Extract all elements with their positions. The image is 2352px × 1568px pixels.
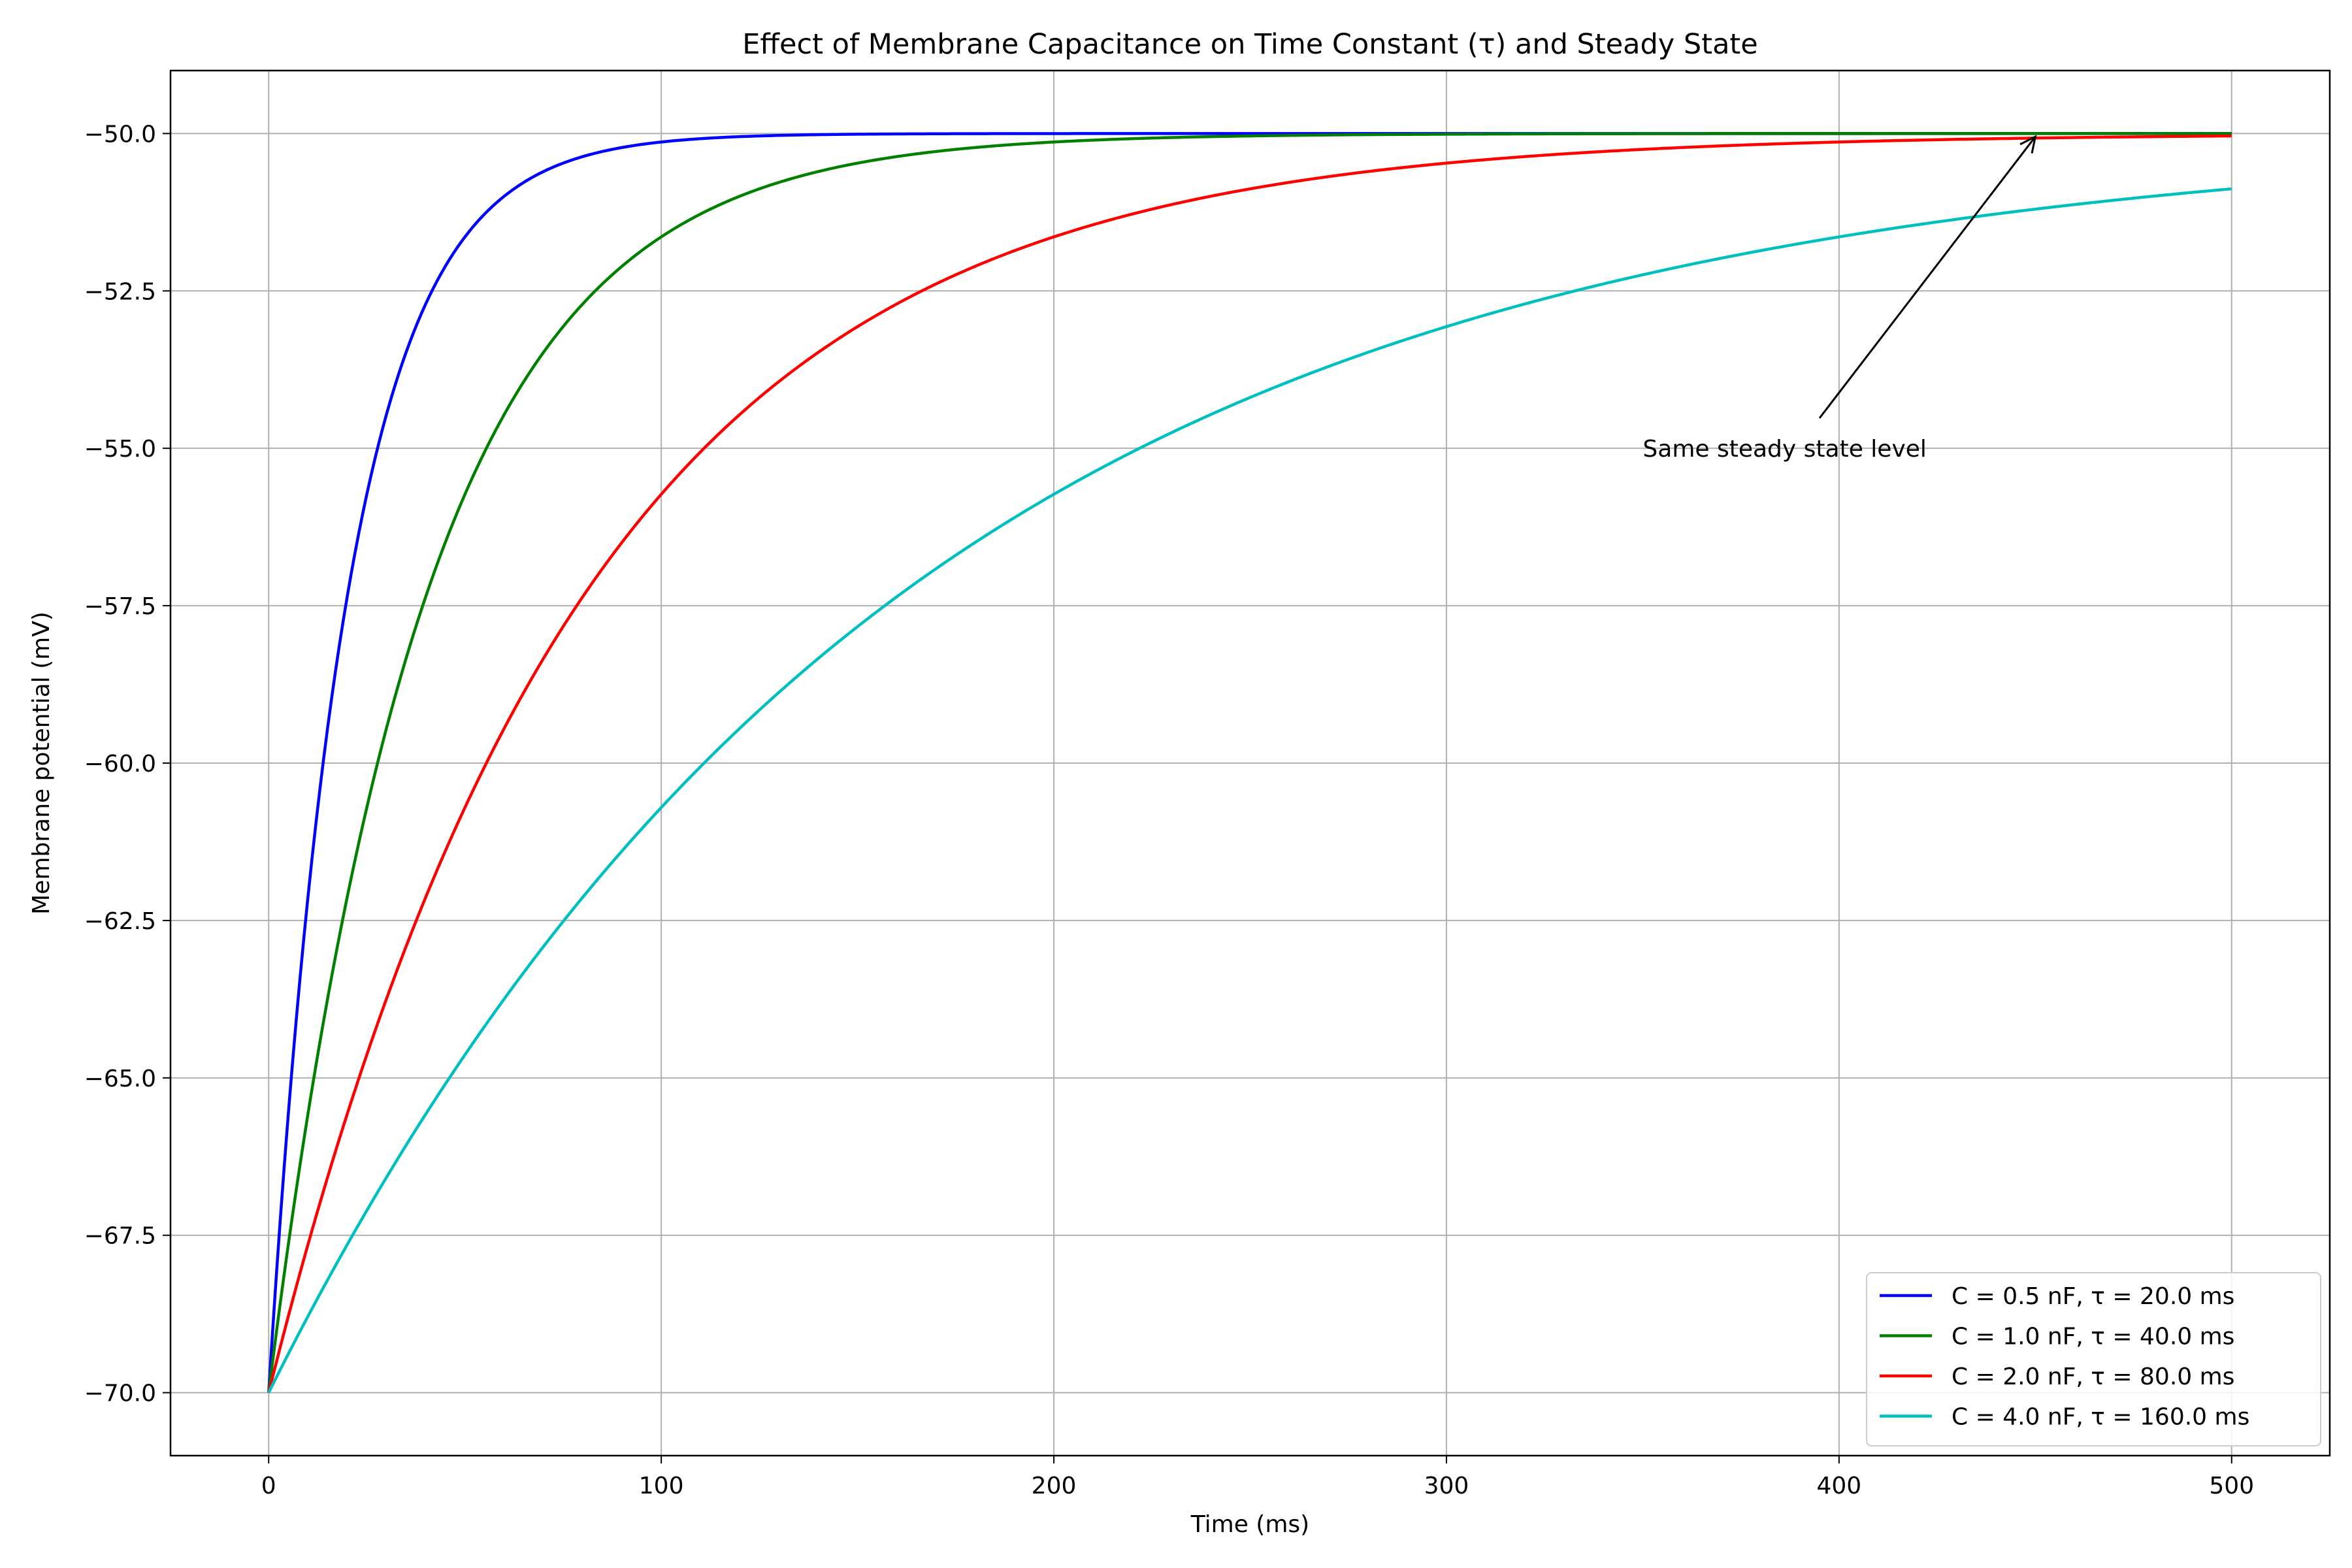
annotation-text: Same steady state level <box>1642 436 1927 463</box>
annotation-arrow-shaft <box>1818 136 2036 419</box>
legend-label: C = 4.0 nF, τ = 160.0 ms <box>1952 1404 2249 1431</box>
legend-label: C = 2.0 nF, τ = 80.0 ms <box>1952 1364 2234 1390</box>
series-line <box>267 132 2232 1393</box>
y-tick-label: −60.0 <box>84 751 156 777</box>
series-line <box>267 134 2232 1394</box>
x-tick-label: 300 <box>1424 1473 1469 1499</box>
y-tick-label: −57.5 <box>84 593 156 620</box>
y-tick-label: −67.5 <box>84 1223 156 1250</box>
y-tick-label: −52.5 <box>84 278 156 305</box>
series-lines <box>267 132 2232 1394</box>
annotation-arrow-head <box>2019 135 2037 154</box>
axis-ticks: 0 100 200 300 400 500 −70.0 −67.5 −65.0 −62.5 −60.… <box>84 121 2254 1499</box>
x-tick-label: 100 <box>639 1473 684 1499</box>
x-tick-label: 0 <box>261 1473 276 1499</box>
y-tick-label: −65.0 <box>84 1066 156 1092</box>
y-axis-label: Membrane potential (mV) <box>28 612 55 915</box>
chart-title: Effect of Membrane Capacitance on Time C… <box>742 28 1758 61</box>
y-tick-label: −62.5 <box>84 908 156 935</box>
x-axis-label: Time (ms) <box>1190 1511 1309 1538</box>
legend: C = 0.5 nF, τ = 20.0 ms C = 1.0 nF, τ = 4… <box>1866 1272 2321 1446</box>
legend-box <box>1866 1272 2321 1446</box>
x-tick-label: 500 <box>2209 1473 2254 1499</box>
y-tick-label: −70.0 <box>84 1380 156 1407</box>
series-line <box>267 187 2232 1394</box>
annotation: Same steady state level <box>1642 135 2037 463</box>
x-tick-label: 400 <box>1817 1473 1862 1499</box>
x-tick-label: 200 <box>1032 1473 1077 1499</box>
y-tick-label: −50.0 <box>84 121 156 148</box>
y-tick-label: −55.0 <box>84 436 156 463</box>
legend-label: C = 0.5 nF, τ = 20.0 ms <box>1952 1283 2234 1310</box>
legend-label: C = 1.0 nF, τ = 40.0 ms <box>1952 1324 2234 1350</box>
